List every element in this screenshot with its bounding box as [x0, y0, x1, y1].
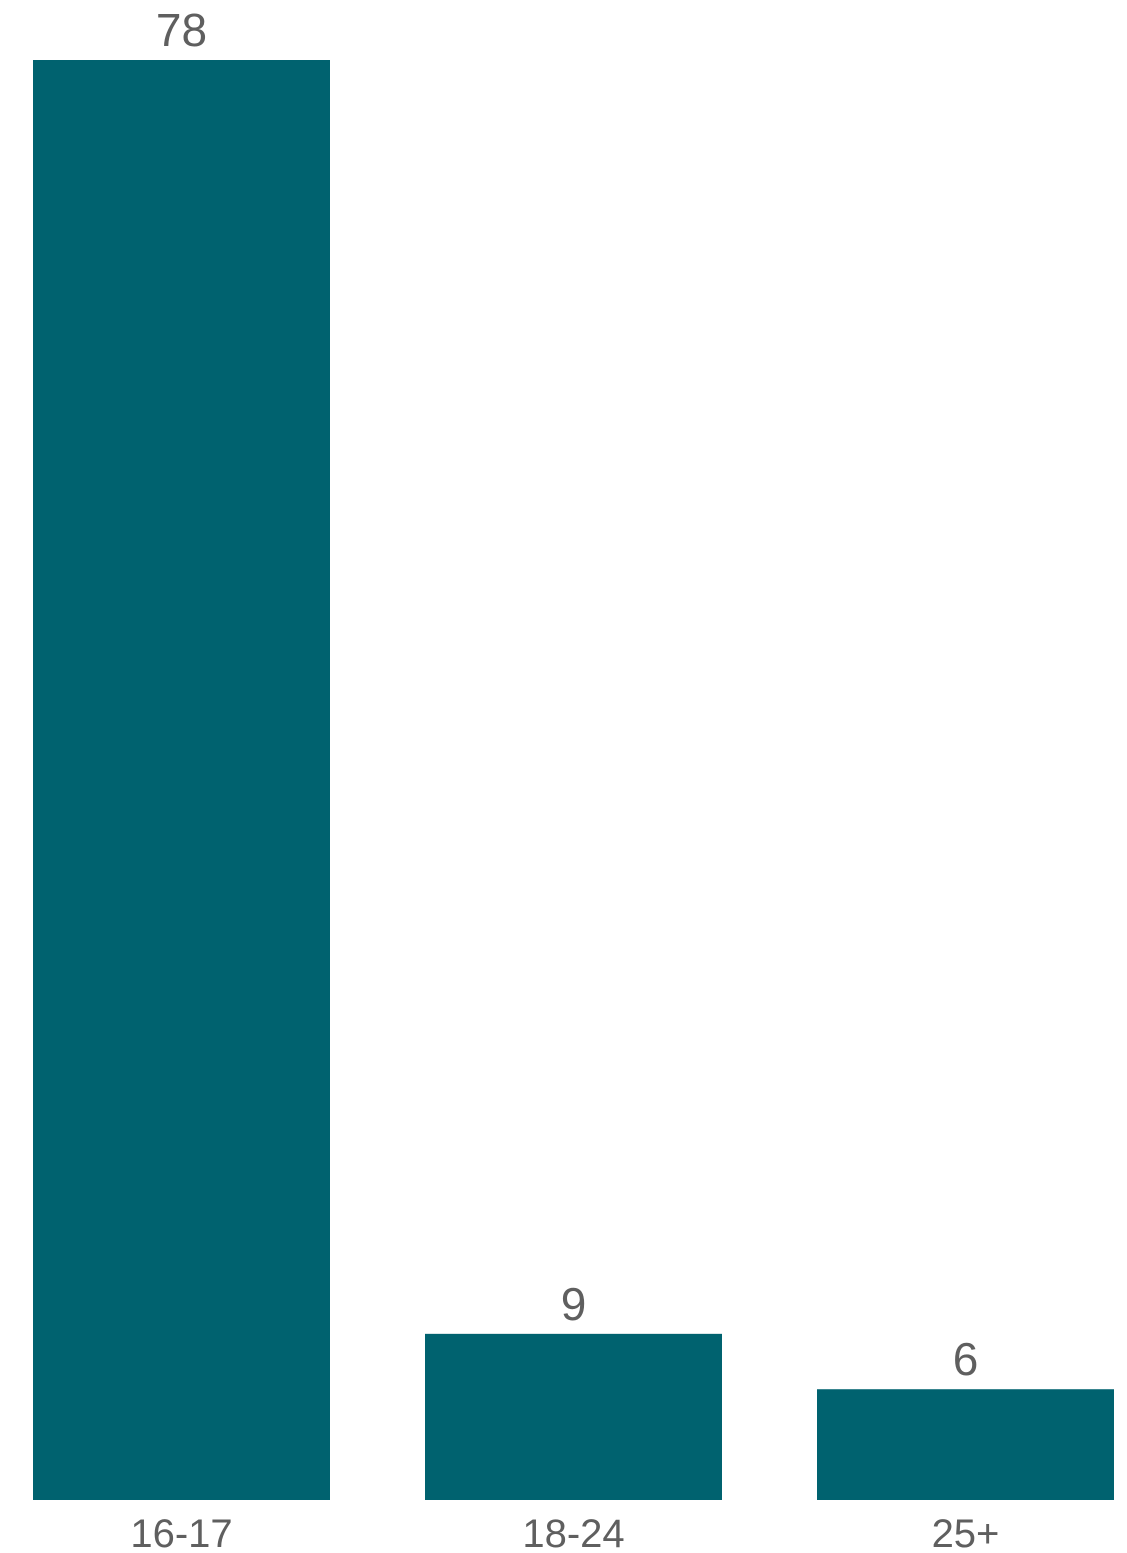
bars-group [33, 60, 1114, 1500]
data-label-16-17: 78 [156, 4, 207, 56]
category-label-18-24: 18-24 [522, 1512, 624, 1553]
bar-25+ [817, 1389, 1114, 1500]
data-label-18-24: 9 [561, 1278, 587, 1330]
category-labels-group: 16-17 18-24 25+ [130, 1512, 999, 1553]
data-label-25+: 6 [953, 1333, 979, 1385]
category-label-16-17: 16-17 [130, 1512, 232, 1553]
bar-16-17 [33, 60, 330, 1500]
value-labels-group: 78 9 6 [156, 4, 978, 1385]
category-label-25+: 25+ [932, 1512, 1000, 1553]
bar-18-24 [425, 1333, 722, 1500]
